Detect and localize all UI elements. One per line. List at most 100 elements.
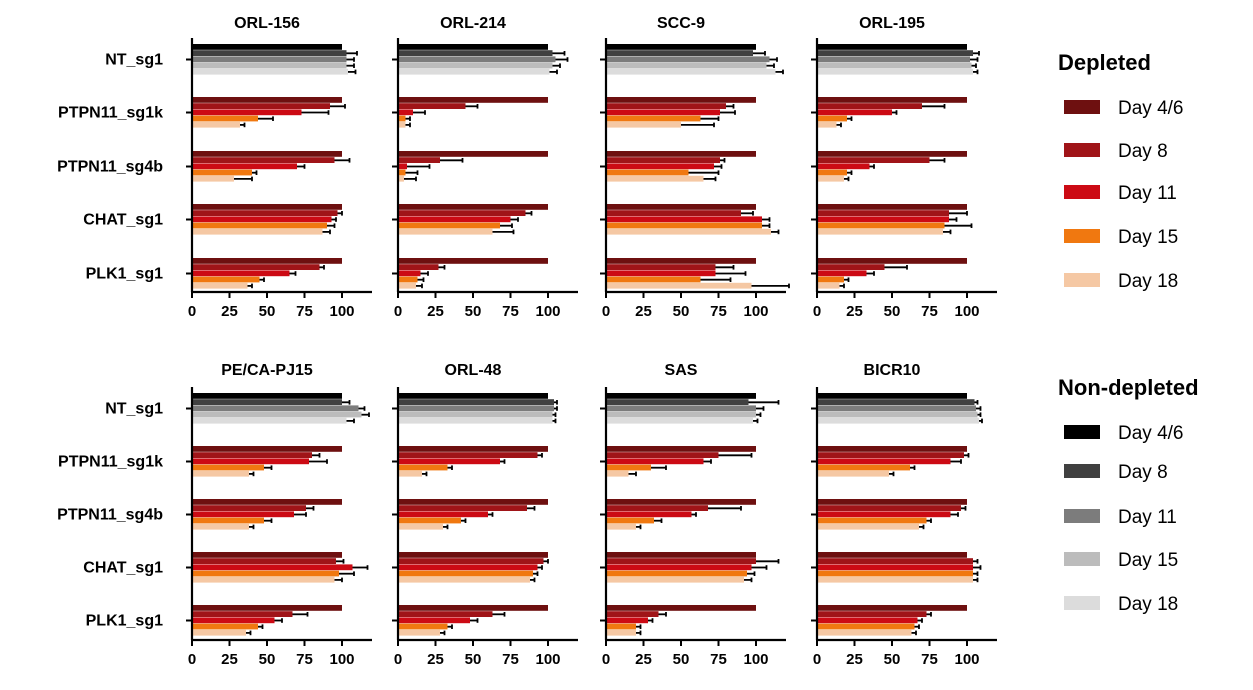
bar bbox=[192, 623, 258, 630]
bar bbox=[606, 175, 704, 182]
panel-title: BICR10 bbox=[864, 362, 921, 379]
bar bbox=[817, 210, 949, 216]
bar bbox=[398, 611, 493, 617]
legend-label: Day 11 bbox=[1118, 183, 1177, 204]
bar bbox=[817, 97, 967, 103]
bar bbox=[192, 121, 240, 128]
x-tick-label: 0 bbox=[602, 303, 610, 320]
bar bbox=[817, 564, 973, 571]
category-label: CHAT_sg1 bbox=[83, 560, 163, 577]
x-tick-label: 75 bbox=[921, 651, 938, 668]
bar bbox=[192, 417, 347, 424]
bar bbox=[398, 417, 553, 424]
bar bbox=[817, 417, 979, 424]
bar bbox=[606, 163, 714, 170]
bar bbox=[192, 617, 275, 624]
bar bbox=[817, 464, 910, 471]
bar bbox=[817, 558, 973, 564]
bar bbox=[817, 163, 870, 170]
x-tick-label: 100 bbox=[743, 651, 768, 668]
x-tick-label: 25 bbox=[221, 303, 238, 320]
x-tick-label: 25 bbox=[635, 303, 652, 320]
bar bbox=[398, 458, 500, 465]
panel-2: ORL-214 0 25 50 75 100 bbox=[392, 15, 578, 320]
x-tick-label: 100 bbox=[954, 651, 979, 668]
panel-5: PE/CA-PJ15 0 25 50 75 100 bbox=[186, 362, 372, 668]
bar bbox=[398, 44, 548, 50]
bar bbox=[606, 115, 701, 122]
bar bbox=[398, 157, 440, 163]
bar bbox=[817, 68, 973, 75]
bar bbox=[606, 458, 704, 465]
bar bbox=[606, 517, 654, 524]
bar bbox=[817, 411, 978, 418]
bar bbox=[817, 623, 915, 630]
bar bbox=[606, 499, 756, 505]
x-tick-label: 25 bbox=[846, 303, 863, 320]
bar bbox=[192, 511, 294, 518]
bar bbox=[817, 169, 847, 176]
x-tick-label: 50 bbox=[673, 303, 690, 320]
bar bbox=[817, 222, 945, 229]
bar bbox=[606, 109, 720, 116]
bar bbox=[606, 210, 741, 216]
bar bbox=[398, 115, 406, 122]
bar bbox=[817, 151, 967, 157]
bar bbox=[606, 576, 744, 583]
legend-swatch bbox=[1064, 596, 1100, 610]
bar bbox=[398, 50, 553, 56]
bar bbox=[817, 50, 973, 56]
x-tick-label: 25 bbox=[635, 651, 652, 668]
panel-title: SCC-9 bbox=[657, 15, 705, 32]
x-tick-label: 25 bbox=[221, 651, 238, 668]
legend-label: Day 4/6 bbox=[1118, 423, 1183, 444]
bar bbox=[817, 258, 967, 264]
bar bbox=[192, 499, 342, 505]
bar bbox=[398, 629, 440, 636]
bar bbox=[192, 103, 330, 109]
bar bbox=[398, 552, 548, 558]
bar bbox=[606, 97, 756, 103]
bar bbox=[817, 56, 970, 63]
bar bbox=[192, 228, 323, 235]
bar bbox=[192, 405, 359, 412]
bar bbox=[398, 68, 550, 75]
bar bbox=[192, 62, 347, 69]
bar bbox=[606, 399, 749, 405]
legend-swatch bbox=[1064, 552, 1100, 566]
bar bbox=[192, 393, 342, 399]
x-tick-label: 75 bbox=[921, 303, 938, 320]
bar bbox=[192, 97, 342, 103]
bar bbox=[817, 452, 964, 458]
category-label: PTPN11_sg1k bbox=[58, 105, 163, 122]
x-tick-label: 75 bbox=[296, 651, 313, 668]
bar bbox=[606, 629, 636, 636]
bar bbox=[606, 276, 701, 283]
panel-4: ORL-195 0 25 50 75 100 bbox=[811, 15, 997, 320]
bar bbox=[192, 458, 309, 465]
panel-title: ORL-214 bbox=[440, 15, 506, 32]
bar bbox=[192, 258, 342, 264]
bar bbox=[192, 517, 264, 524]
bar bbox=[606, 56, 770, 63]
bar bbox=[398, 270, 421, 277]
x-tick-label: 100 bbox=[743, 303, 768, 320]
bar bbox=[192, 523, 249, 530]
bar bbox=[817, 157, 930, 163]
legend-label: Day 11 bbox=[1118, 507, 1177, 528]
bar bbox=[192, 68, 348, 75]
bar bbox=[192, 605, 342, 611]
bar bbox=[398, 97, 548, 103]
bar bbox=[192, 611, 293, 617]
bar bbox=[398, 175, 404, 182]
bar bbox=[606, 605, 756, 611]
legend-swatch bbox=[1064, 273, 1100, 287]
x-tick-label: 75 bbox=[710, 303, 727, 320]
bar bbox=[398, 121, 406, 128]
panel-3: SCC-9 0 25 50 75 100 bbox=[600, 15, 790, 320]
bar bbox=[398, 393, 548, 399]
x-tick-label: 0 bbox=[602, 651, 610, 668]
x-tick-label: 50 bbox=[259, 303, 276, 320]
